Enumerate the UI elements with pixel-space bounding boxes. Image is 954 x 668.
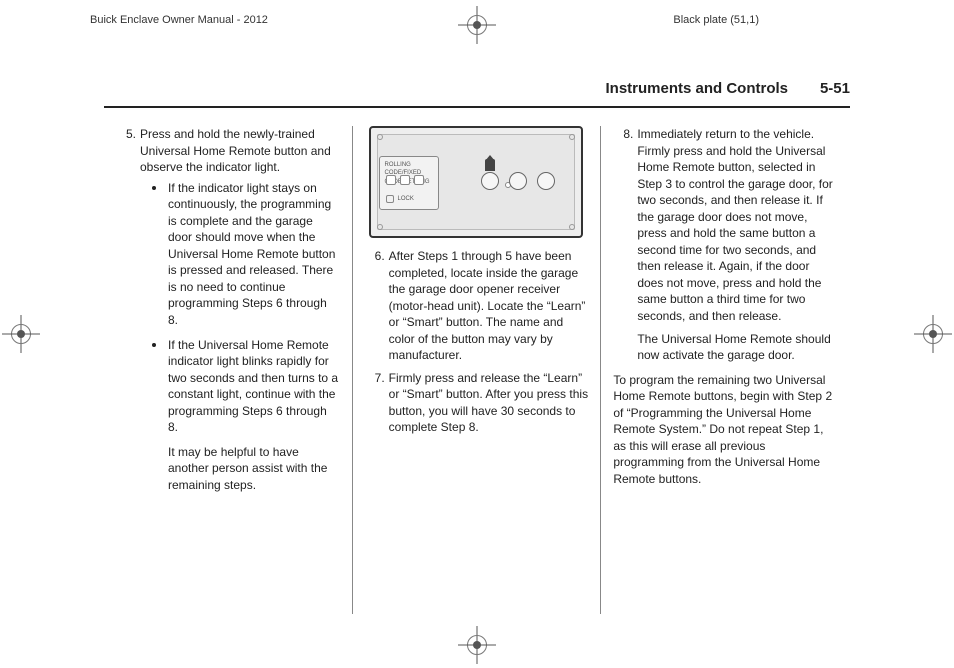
step-7: 7. Firmly press and release the “Learn” … (365, 370, 589, 436)
closing-paragraph: To program the remaining two Universal H… (613, 372, 838, 488)
header-left: Buick Enclave Owner Manual - 2012 (90, 14, 268, 26)
illus-button (509, 172, 527, 190)
step-number: 8. (613, 126, 633, 143)
illus-lock-icon: LOCK (397, 195, 413, 203)
step-list-col1: 5. Press and hold the newly-trained Univ… (116, 126, 340, 493)
section-title: Instruments and Controls (605, 80, 788, 97)
bullet-text: If the indicator light stays on continuo… (168, 181, 335, 327)
step-number: 7. (365, 370, 385, 387)
crop-mark-left (4, 317, 38, 351)
step-5-bullets: If the indicator light stays on continuo… (140, 180, 340, 494)
illus-settings-panel: ROLLING CODE/FIXED CODE SETTING LOCK (379, 156, 439, 210)
bullet-item: If the Universal Home Remote indicator l… (140, 337, 340, 494)
garage-opener-illustration: ROLLING CODE/FIXED CODE SETTING LOCK (369, 126, 583, 238)
step-8-followup: The Universal Home Remote should now act… (637, 331, 838, 364)
bullet-item: If the indicator light stays on continuo… (140, 180, 340, 329)
page: Buick Enclave Owner Manual - 2012 Black … (0, 0, 954, 668)
illus-learn-button (481, 172, 499, 190)
illus-button (537, 172, 555, 190)
crop-mark-bottom (460, 628, 494, 662)
step-list-col3: 8. Immediately return to the vehicle. Fi… (613, 126, 838, 364)
step-number: 6. (365, 248, 385, 265)
section-header: Instruments and Controls 5-51 (104, 82, 850, 108)
step-text: Immediately return to the vehicle. Firml… (637, 127, 832, 323)
header-right: Black plate (51,1) (673, 14, 759, 26)
content-columns: 5. Press and hold the newly-trained Univ… (104, 126, 850, 614)
step-list-col2: 6. After Steps 1 through 5 have been com… (365, 248, 589, 436)
column-1: 5. Press and hold the newly-trained Univ… (104, 126, 353, 614)
step-5: 5. Press and hold the newly-trained Univ… (116, 126, 340, 493)
crop-mark-right (916, 317, 950, 351)
step-text: After Steps 1 through 5 have been comple… (389, 249, 586, 362)
section-page: 5-51 (820, 80, 850, 97)
step-text: Firmly press and release the “Learn” or … (389, 371, 588, 435)
step-6: 6. After Steps 1 through 5 have been com… (365, 248, 589, 364)
step-number: 5. (116, 126, 136, 143)
step-8: 8. Immediately return to the vehicle. Fi… (613, 126, 838, 364)
page-header: Buick Enclave Owner Manual - 2012 Black … (0, 14, 954, 36)
column-3: 8. Immediately return to the vehicle. Fi… (601, 126, 850, 614)
bullet-subtext: It may be helpful to have another person… (168, 444, 340, 494)
step-text: Press and hold the newly-trained Univers… (140, 127, 331, 174)
illus-buttons (481, 172, 555, 190)
bullet-text: If the Universal Home Remote indicator l… (168, 338, 338, 435)
column-2: ROLLING CODE/FIXED CODE SETTING LOCK 6. … (353, 126, 602, 614)
